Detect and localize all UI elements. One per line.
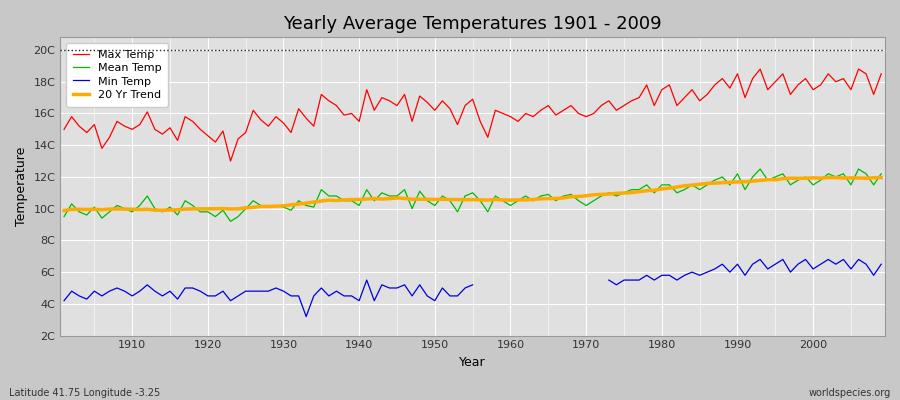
20 Yr Trend — [58, 208, 69, 213]
Max Temp — [513, 119, 524, 124]
Line: Max Temp: Max Temp — [64, 69, 881, 161]
Mean Temp — [755, 167, 766, 172]
Max Temp — [119, 124, 130, 128]
Text: Latitude 41.75 Longitude -3.25: Latitude 41.75 Longitude -3.25 — [9, 388, 160, 398]
Max Temp — [603, 98, 614, 103]
X-axis label: Year: Year — [459, 356, 486, 369]
20 Yr Trend — [119, 207, 130, 212]
Legend: Max Temp, Mean Temp, Min Temp, 20 Yr Trend: Max Temp, Mean Temp, Min Temp, 20 Yr Tre… — [66, 43, 168, 107]
Line: Min Temp: Min Temp — [64, 260, 881, 316]
Line: Mean Temp: Mean Temp — [64, 169, 881, 221]
20 Yr Trend — [505, 198, 516, 202]
Min Temp — [58, 298, 69, 303]
20 Yr Trend — [876, 175, 886, 180]
Title: Yearly Average Temperatures 1901 - 2009: Yearly Average Temperatures 1901 - 2009 — [284, 15, 662, 33]
20 Yr Trend — [285, 202, 296, 207]
Max Temp — [876, 72, 886, 76]
Mean Temp — [603, 190, 614, 195]
Min Temp — [285, 294, 296, 298]
Mean Temp — [225, 219, 236, 224]
Max Temp — [293, 106, 304, 111]
Max Temp — [338, 113, 349, 118]
Mean Temp — [119, 206, 130, 211]
Max Temp — [58, 127, 69, 132]
Mean Temp — [513, 198, 524, 203]
20 Yr Trend — [331, 198, 342, 203]
20 Yr Trend — [823, 175, 833, 180]
Mean Temp — [338, 198, 349, 203]
Mean Temp — [58, 214, 69, 219]
20 Yr Trend — [498, 198, 508, 202]
Mean Temp — [876, 171, 886, 176]
Max Temp — [755, 67, 766, 72]
Y-axis label: Temperature: Temperature — [15, 147, 28, 226]
Line: 20 Yr Trend: 20 Yr Trend — [64, 178, 881, 210]
Mean Temp — [293, 198, 304, 203]
Min Temp — [876, 262, 886, 266]
Min Temp — [603, 278, 614, 282]
20 Yr Trend — [596, 192, 607, 197]
Min Temp — [331, 289, 342, 294]
Text: worldspecies.org: worldspecies.org — [809, 388, 891, 398]
Min Temp — [119, 289, 130, 294]
Max Temp — [505, 114, 516, 119]
Max Temp — [225, 159, 236, 164]
Mean Temp — [505, 203, 516, 208]
